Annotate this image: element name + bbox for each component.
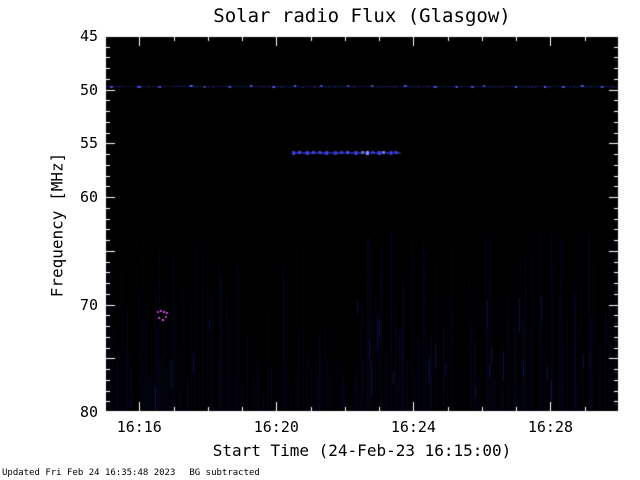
x-tick-label: 16:28 [527,418,574,436]
y-tick-label: 80 [79,403,98,421]
x-tick-label: 16:16 [116,418,162,436]
y-tick-label: 45 [79,27,98,45]
footer: Updated Fri Feb 24 16:35:48 2023 BG subtr… [2,468,260,478]
x-tick-label: 16:20 [253,418,299,436]
bg-subtracted-note: BG subtracted [189,468,260,478]
chart-title: Solar radio Flux (Glasgow) [213,5,511,27]
y-tick-label: 60 [79,188,98,207]
updated-timestamp: Updated Fri Feb 24 16:35:48 2023 [2,468,176,478]
x-tick-label: 16:24 [390,418,436,436]
x-axis-title: Start Time (24-Feb-23 16:15:00) [212,441,512,460]
y-tick-label: 55 [79,134,98,153]
spectrogram-canvas [105,36,619,412]
y-tick-label: 50 [79,80,98,99]
y-axis-title: Frequency [MHz] [47,152,67,298]
y-tick-label: 70 [79,295,98,314]
